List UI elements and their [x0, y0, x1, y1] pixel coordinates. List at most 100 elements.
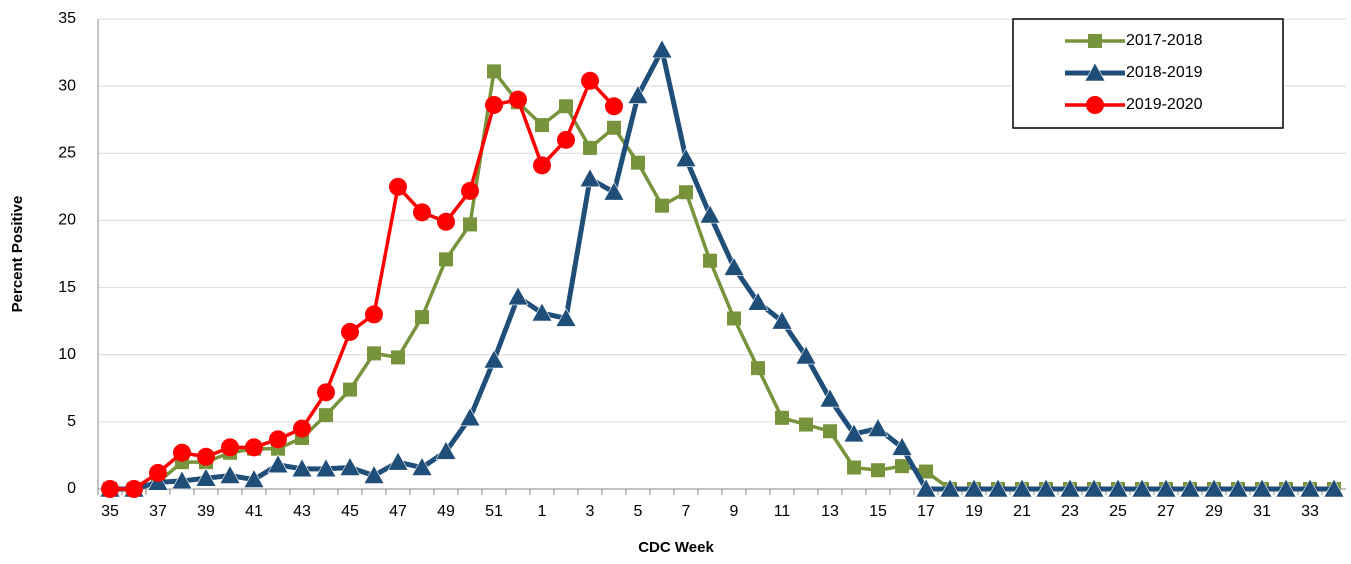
marker [1084, 62, 1106, 82]
marker [579, 168, 601, 188]
marker [1059, 478, 1081, 498]
marker [125, 480, 143, 498]
y-axis-title: Percent Positive [9, 196, 26, 313]
marker [555, 307, 577, 327]
marker [703, 253, 717, 268]
marker [699, 204, 721, 224]
y-tick-label: 30 [58, 77, 76, 94]
marker [655, 198, 669, 213]
marker [387, 451, 409, 471]
marker [461, 181, 479, 200]
marker [891, 436, 913, 456]
marker [1131, 478, 1153, 498]
marker [413, 203, 431, 222]
x-tick-label: 25 [1109, 503, 1127, 520]
y-tick-label: 35 [58, 10, 76, 27]
legend-label: 2017-2018 [1126, 32, 1203, 49]
marker [535, 118, 549, 133]
x-tick-label: 39 [197, 503, 215, 520]
series [101, 71, 623, 498]
marker [459, 407, 481, 427]
x-tick-label: 13 [821, 503, 839, 520]
marker [583, 140, 597, 155]
marker [847, 460, 861, 475]
marker [245, 438, 263, 457]
marker [581, 71, 599, 90]
marker [219, 464, 241, 484]
marker [723, 256, 745, 276]
legend-label: 2019-2020 [1126, 96, 1203, 113]
marker [483, 349, 505, 369]
marker [1088, 34, 1102, 48]
y-tick-label: 0 [67, 480, 76, 497]
marker [1275, 478, 1297, 498]
marker [507, 286, 529, 306]
marker [1011, 478, 1033, 498]
x-tick-label: 43 [293, 503, 311, 520]
marker [293, 419, 311, 438]
marker [751, 361, 765, 376]
marker [339, 456, 361, 476]
marker [871, 463, 885, 478]
marker [415, 310, 429, 325]
x-tick-label: 23 [1061, 503, 1079, 520]
marker [101, 480, 119, 498]
x-tick-label: 19 [965, 503, 983, 520]
y-tick-label: 10 [58, 346, 76, 363]
marker [341, 322, 359, 341]
marker [1323, 478, 1345, 498]
marker [171, 470, 193, 490]
marker [315, 458, 337, 478]
marker [363, 464, 385, 484]
marker [771, 310, 793, 330]
marker [631, 155, 645, 170]
x-tick-label: 21 [1013, 503, 1031, 520]
marker [823, 424, 837, 439]
marker [607, 120, 621, 135]
marker [463, 217, 477, 232]
marker [819, 388, 841, 408]
marker [243, 468, 265, 488]
marker [1035, 478, 1057, 498]
marker [391, 350, 405, 365]
marker [1107, 478, 1129, 498]
marker [411, 456, 433, 476]
x-tick-label: 9 [730, 503, 739, 520]
marker [149, 463, 167, 482]
marker [291, 458, 313, 478]
marker [799, 417, 813, 432]
x-tick-label: 7 [682, 503, 691, 520]
marker [915, 478, 937, 498]
marker [389, 177, 407, 196]
y-tick-label: 25 [58, 145, 76, 162]
marker [319, 408, 333, 423]
marker [1203, 478, 1225, 498]
marker [221, 438, 239, 457]
x-tick-label: 11 [774, 503, 791, 520]
marker [195, 467, 217, 487]
x-tick-label: 17 [917, 503, 935, 520]
marker [1083, 478, 1105, 498]
marker [679, 185, 693, 200]
marker [1155, 478, 1177, 498]
y-tick-label: 15 [58, 279, 76, 296]
marker [1179, 478, 1201, 498]
x-tick-label: 41 [245, 503, 263, 520]
marker [1251, 478, 1273, 498]
marker [727, 311, 741, 326]
x-tick-label: 49 [437, 503, 455, 520]
marker [365, 305, 383, 324]
x-tick-label: 27 [1157, 503, 1175, 520]
marker [627, 84, 649, 104]
marker [173, 443, 191, 462]
marker [895, 459, 909, 474]
marker [269, 430, 287, 449]
marker [939, 478, 961, 498]
line [110, 47, 1334, 492]
marker [603, 181, 625, 201]
marker [557, 130, 575, 149]
marker [509, 90, 527, 109]
y-tick-label: 20 [58, 212, 76, 229]
x-tick-label: 31 [1253, 503, 1271, 520]
y-tick-label: 5 [67, 413, 76, 430]
